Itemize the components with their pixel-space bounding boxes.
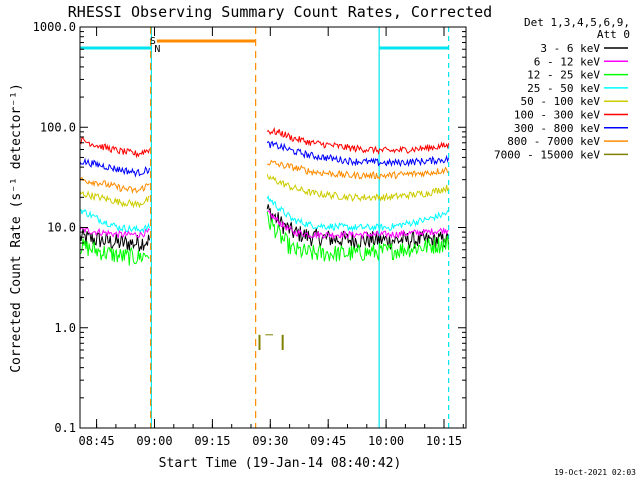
- y-ticks: 0.1 1.0 10.0 100.0 1000.0: [33, 20, 466, 435]
- x-tick-label: 09:45: [310, 434, 346, 448]
- legend-label: 7000 - 15000 keV: [494, 148, 600, 161]
- legend-label: 3 - 6 keV: [540, 42, 600, 55]
- legend-header-2: Att 0: [597, 28, 630, 41]
- legend-label: 800 - 7000 keV: [507, 135, 600, 148]
- legend-label: 25 - 50 keV: [527, 82, 600, 95]
- x-tick-label: 09:30: [252, 434, 288, 448]
- legend-label: 300 - 800 keV: [514, 122, 600, 135]
- legend-label: 100 - 300 keV: [514, 109, 600, 122]
- x-tick-label: 09:15: [194, 434, 230, 448]
- series-line: [79, 157, 150, 178]
- series-line: [79, 238, 150, 266]
- chart-title: RHESSI Observing Summary Count Rates, Co…: [68, 3, 492, 21]
- y-tick-label: 1000.0: [33, 20, 76, 34]
- timestamp: 19-Oct-2021 02:03: [554, 468, 636, 477]
- x-tick-label: 09:00: [136, 434, 172, 448]
- saa-label: S: [150, 36, 156, 47]
- series-line: [79, 226, 150, 239]
- series-line: [267, 159, 449, 181]
- series-line: [79, 208, 150, 234]
- plot-frame: [79, 26, 467, 429]
- x-axis-label: Start Time (19-Jan-14 08:40:42): [159, 456, 402, 471]
- series-line: [266, 211, 450, 262]
- y-tick-label: 10.0: [47, 221, 76, 235]
- axes: [79, 26, 467, 429]
- series-line: [79, 228, 150, 252]
- series-line: [266, 126, 450, 155]
- series-line: [266, 194, 449, 233]
- legend-label: 12 - 25 keV: [527, 69, 600, 82]
- legend-header-1: Det 1,3,4,5,6,9,: [524, 16, 630, 29]
- series-lines: [79, 126, 450, 350]
- y-axis-label: Corrected Count Rate (s⁻¹ detector⁻¹): [9, 83, 24, 373]
- y-tick-label: 100.0: [40, 120, 76, 134]
- legend-label: 50 - 100 keV: [521, 95, 601, 108]
- series-line: [79, 176, 150, 195]
- annotation-lines: SN: [80, 27, 450, 428]
- series-line: [266, 173, 450, 203]
- x-tick-label: 08:45: [79, 434, 115, 448]
- series-line: [79, 136, 150, 159]
- x-tick-label: 10:00: [368, 434, 404, 448]
- night-label: N: [154, 44, 160, 55]
- legend-label: 6 - 12 keV: [534, 55, 601, 68]
- series-line: [266, 140, 450, 168]
- x-ticks: 08:45 09:00 09:15 09:30 09:45 10:00 10:15: [79, 27, 464, 448]
- series-line: [79, 190, 150, 209]
- y-tick-label: 1.0: [54, 321, 76, 335]
- series-line: [267, 210, 449, 240]
- x-tick-label: 10:15: [426, 434, 462, 448]
- y-tick-label: 0.1: [54, 421, 76, 435]
